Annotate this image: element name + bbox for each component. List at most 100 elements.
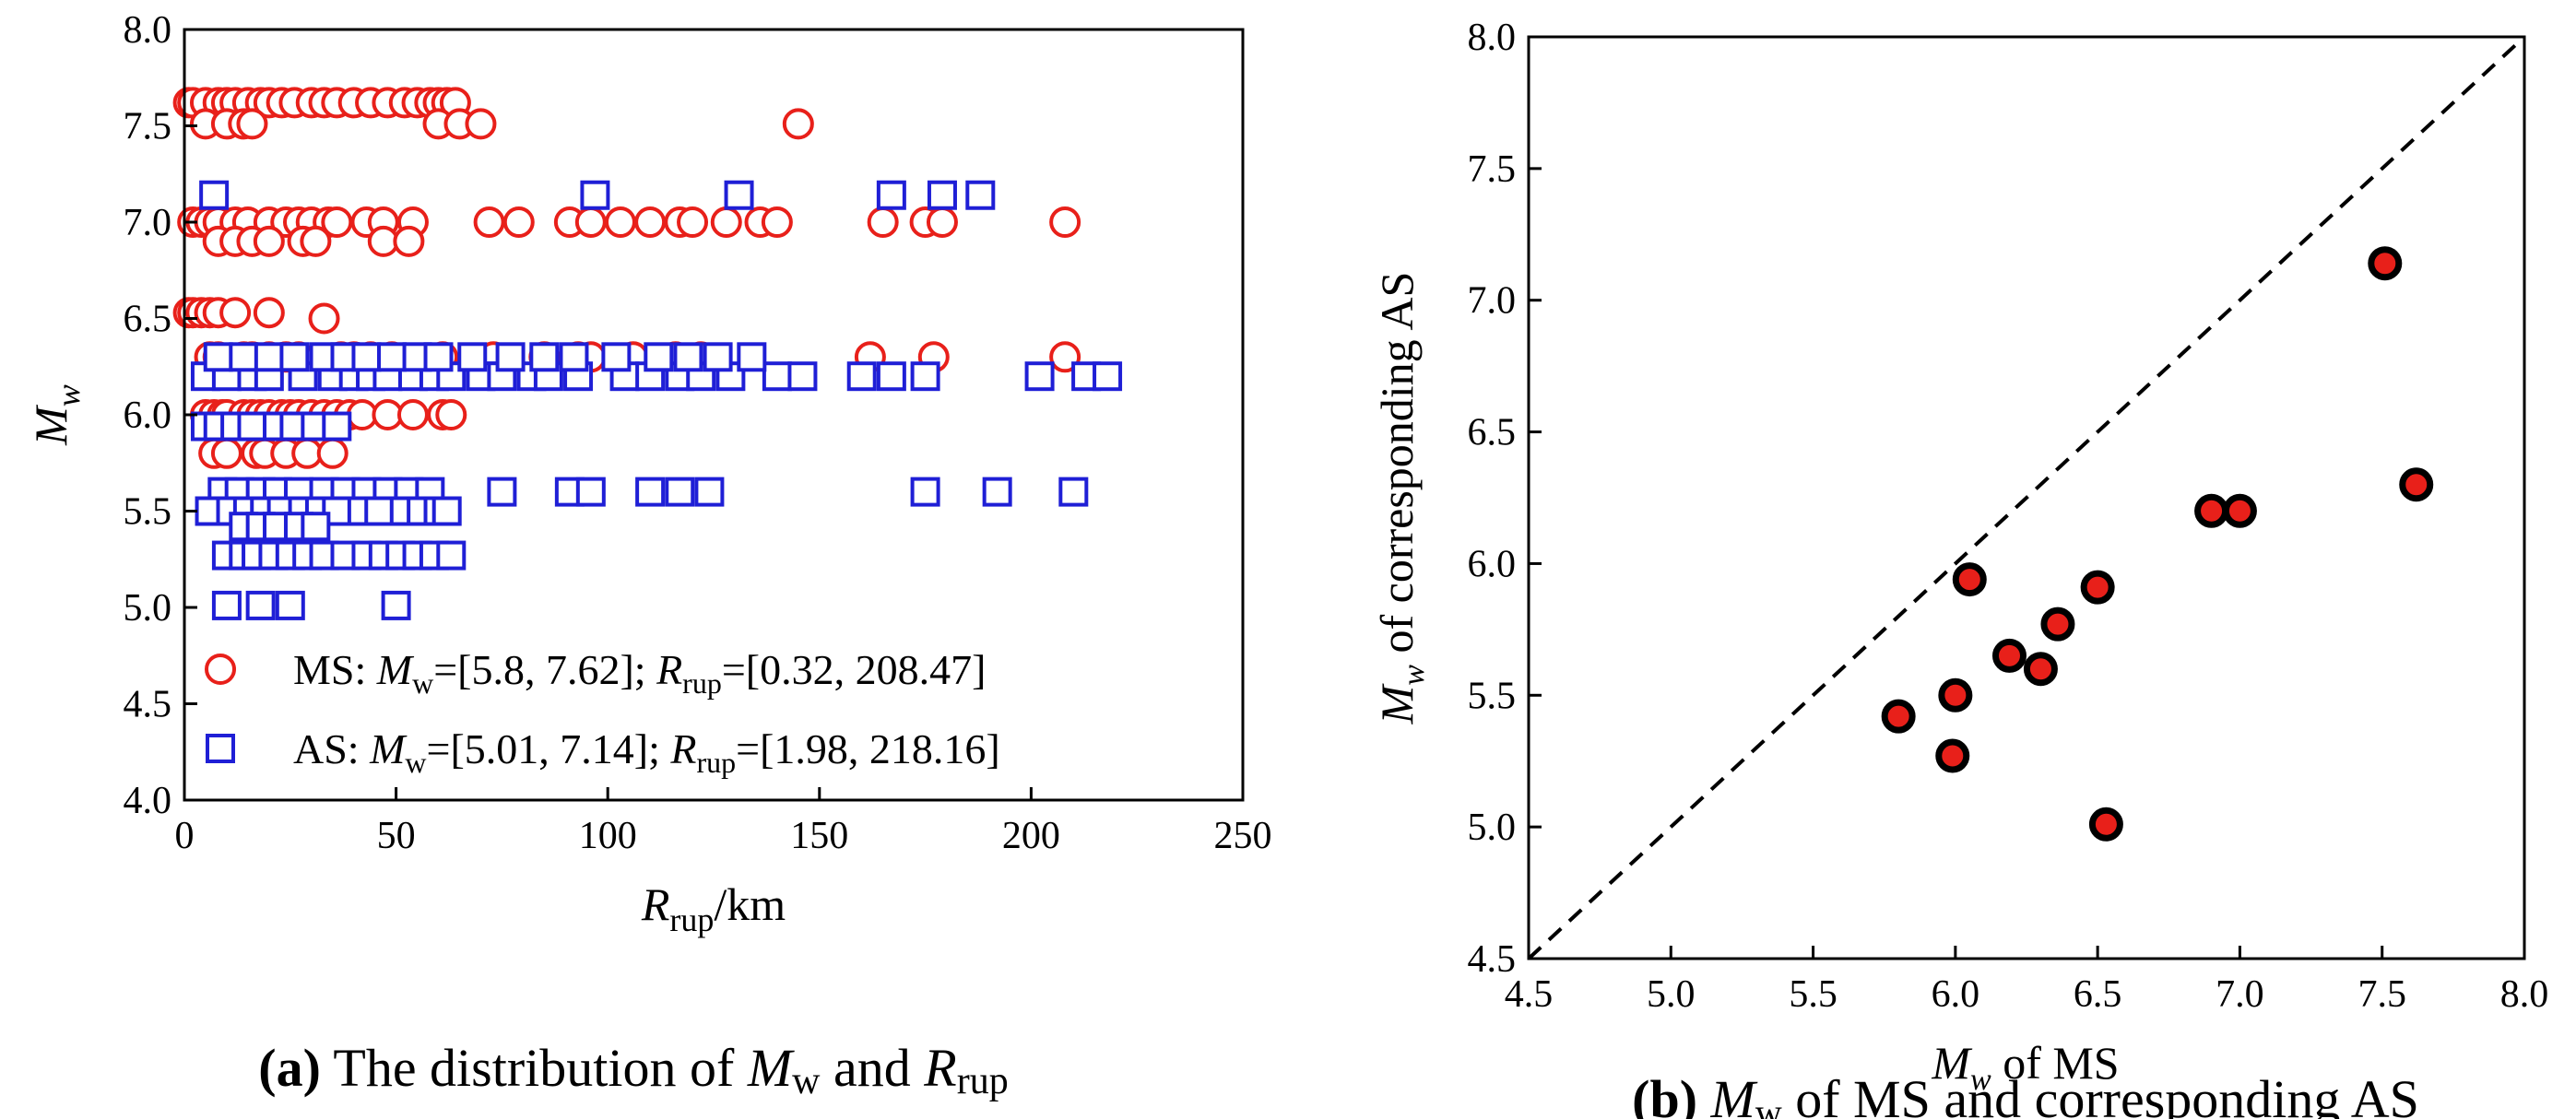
ms-data-point xyxy=(253,297,285,329)
panel-b-x-tick-label: 7.5 xyxy=(2357,973,2406,1016)
as-data-point xyxy=(364,496,395,526)
as-data-point xyxy=(559,342,589,372)
as-data-point xyxy=(211,590,242,620)
as-data-point xyxy=(703,342,733,372)
legend-marker-as xyxy=(206,734,235,763)
panel-a-y-tick-label: 5.5 xyxy=(124,491,172,534)
ms-as-pair-point xyxy=(2040,607,2075,642)
ms-data-point xyxy=(210,437,242,469)
panel-b-x-tick-label: 5.0 xyxy=(1647,973,1696,1016)
panel-b-x-tick-label: 6.5 xyxy=(2074,973,2122,1016)
ms-data-point xyxy=(308,302,340,335)
as-data-point xyxy=(199,180,230,210)
panel-a: 0 50 100 150 200 250 4.0 4.5 5.0 5.5 6.0 6.5 7.0 7.5 8… xyxy=(25,9,1272,1102)
as-data-point xyxy=(254,342,284,372)
as-data-point xyxy=(423,342,454,372)
ms-data-point xyxy=(393,225,425,257)
ms-as-pair-point xyxy=(1991,638,2027,673)
as-data-point xyxy=(673,342,703,372)
ms-as-pair-point xyxy=(1935,738,1970,773)
ms-data-point xyxy=(367,225,399,257)
as-data-point xyxy=(965,180,996,210)
ms-data-point xyxy=(396,399,429,430)
as-data-point xyxy=(601,342,632,372)
panel-a-y-tick-label: 7.0 xyxy=(124,202,172,244)
ms-data-point xyxy=(867,206,899,238)
as-data-point xyxy=(351,342,382,372)
as-data-point xyxy=(762,361,792,392)
panel-b-x-tick-label: 7.0 xyxy=(2216,973,2264,1016)
as-data-point xyxy=(279,342,310,372)
ms-data-point xyxy=(346,399,378,430)
legend-entry-ms: MS: Mw=[5.8, 7.62]; Rrup=[0.32, 208.47] xyxy=(205,646,986,700)
ms-as-pair-point xyxy=(1881,699,1916,734)
as-data-point xyxy=(846,361,877,392)
panel-b-x-tick-label: 6.0 xyxy=(1932,973,1980,1016)
as-data-point xyxy=(927,180,957,210)
as-data-point xyxy=(495,342,526,372)
as-data-point xyxy=(876,361,906,392)
as-data-point xyxy=(275,590,305,620)
panel-b-reference-line xyxy=(1527,35,2526,960)
ms-as-pair-point xyxy=(2368,246,2403,281)
panel-a-x-tick-label: 250 xyxy=(1214,815,1272,857)
panel-b-x-tick-label: 4.5 xyxy=(1505,973,1554,1016)
panel-b-data-marks xyxy=(1881,246,2434,842)
ms-as-pair-point xyxy=(2222,493,2257,528)
panel-a-y-tick-label: 4.0 xyxy=(124,780,172,822)
panel-a-x-tick-label: 150 xyxy=(790,815,848,857)
panel-a-axis-ticks: 0 50 100 150 200 250 4.0 4.5 5.0 5.5 6.0 6.5 7.0 7.5 8… xyxy=(124,9,1272,857)
as-data-point xyxy=(457,342,488,372)
as-data-point xyxy=(1058,477,1089,507)
ms-as-pair-point xyxy=(1938,677,1973,713)
panel-b-y-tick-label: 6.0 xyxy=(1468,543,1517,585)
panel-b-y-tick-label: 5.0 xyxy=(1468,807,1517,849)
ms-data-point xyxy=(465,108,497,140)
ms-data-point xyxy=(634,206,667,238)
ms-data-point xyxy=(435,399,467,430)
ms-data-point xyxy=(372,399,404,430)
as-data-point xyxy=(665,477,695,507)
panel-a-x-tick-label: 50 xyxy=(377,815,416,857)
panel-a-x-tick-label: 100 xyxy=(579,815,637,857)
as-data-point xyxy=(487,477,517,507)
panel-b-y-tick-label: 8.0 xyxy=(1468,17,1517,59)
panel-a-x-axis-title: Rrup/km xyxy=(641,878,786,938)
as-data-point xyxy=(245,590,276,620)
ms-as-pair-point xyxy=(2023,652,2058,687)
panel-a-y-tick-label: 4.5 xyxy=(124,684,172,726)
panel-b-y-tick-label: 7.5 xyxy=(1468,148,1517,191)
ms-data-point xyxy=(710,206,742,238)
legend-label-as: AS: Mw=[5.01, 7.14]; Rrup=[1.98, 218.16] xyxy=(293,725,1000,779)
panel-a-y-tick-label: 5.0 xyxy=(124,587,172,630)
as-data-point xyxy=(377,342,408,372)
panel-b-x-tick-label: 8.0 xyxy=(2500,973,2549,1016)
ms-data-point xyxy=(291,437,324,469)
as-data-point xyxy=(787,361,818,392)
as-data-point xyxy=(436,540,467,571)
legend-marker-ms xyxy=(205,654,236,685)
panel-b-y-tick-label: 4.5 xyxy=(1468,938,1517,981)
as-data-point xyxy=(575,477,606,507)
as-data-point xyxy=(644,342,674,372)
ms-as-pair-point xyxy=(2399,467,2434,502)
as-data-point xyxy=(381,590,411,620)
as-data-point xyxy=(229,342,259,372)
panel-b: 4.5 5.0 5.5 6.0 6.5 7.0 7.5 8.0 4.5 5.0 5.5 6.0 6.5 7… xyxy=(1371,17,2548,1097)
as-data-point xyxy=(635,477,666,507)
ms-data-point xyxy=(502,206,535,238)
panel-b-plot-frame xyxy=(1527,35,2526,960)
ms-as-pair-point xyxy=(2194,493,2229,528)
panel-b-y-axis-title: Mw of corresponding AS xyxy=(1371,272,1431,725)
ms-data-point xyxy=(321,206,353,238)
as-data-point xyxy=(529,342,560,372)
ms-as-pair-point xyxy=(2088,807,2123,842)
as-data-point xyxy=(694,477,725,507)
panel-a-legend: MS: Mw=[5.8, 7.62]; Rrup=[0.32, 208.47] … xyxy=(205,646,1000,779)
panel-b-axis-ticks: 4.5 5.0 5.5 6.0 6.5 7.0 7.5 8.0 4.5 5.0 5.5 6.0 6.5 7… xyxy=(1468,17,2549,1016)
as-data-point xyxy=(1024,361,1055,392)
panel-b-y-tick-label: 5.5 xyxy=(1468,675,1517,717)
ms-data-point xyxy=(253,225,285,257)
as-data-point xyxy=(982,477,1012,507)
